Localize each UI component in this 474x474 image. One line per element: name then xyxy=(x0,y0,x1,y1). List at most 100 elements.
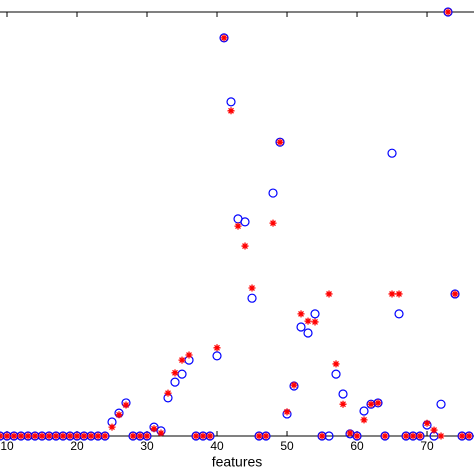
star-point xyxy=(129,432,137,440)
star-point xyxy=(290,381,298,389)
circle-point xyxy=(317,431,327,441)
star-point xyxy=(360,416,368,424)
circle-point xyxy=(240,217,250,227)
star-point xyxy=(437,432,445,440)
star-point xyxy=(10,432,18,440)
x-tick-label: 50 xyxy=(280,439,294,453)
x-tick-label: 40 xyxy=(210,439,224,453)
star-point xyxy=(192,432,200,440)
circle-point xyxy=(338,389,348,399)
star-point xyxy=(185,351,193,359)
circle-point xyxy=(387,148,397,158)
star-point xyxy=(304,317,312,325)
star-point xyxy=(136,432,144,440)
star-point xyxy=(220,34,228,42)
circle-point xyxy=(352,431,362,441)
circle-point xyxy=(219,33,229,43)
star-point xyxy=(262,432,270,440)
circle-point xyxy=(275,137,285,147)
circle-point xyxy=(436,399,446,409)
x-axis-label: features xyxy=(212,454,263,470)
star-point xyxy=(206,432,214,440)
star-point xyxy=(276,138,284,146)
star-point xyxy=(283,408,291,416)
star-point xyxy=(17,432,25,440)
circle-point xyxy=(443,7,453,17)
circle-point xyxy=(394,309,404,319)
star-point xyxy=(24,432,32,440)
star-point xyxy=(381,432,389,440)
star-point xyxy=(374,399,382,407)
star-point xyxy=(346,429,354,437)
star-point xyxy=(388,290,396,298)
circle-point xyxy=(450,289,460,299)
star-point xyxy=(402,432,410,440)
star-point xyxy=(157,429,165,437)
circle-point xyxy=(268,188,278,198)
star-point xyxy=(108,423,116,431)
circle-point xyxy=(366,399,376,409)
star-point xyxy=(66,432,74,440)
star-point xyxy=(458,432,466,440)
star-point xyxy=(94,432,102,440)
circle-point xyxy=(226,97,236,107)
star-point xyxy=(31,432,39,440)
circle-point xyxy=(296,322,306,332)
circle-point xyxy=(310,309,320,319)
star-point xyxy=(178,356,186,364)
star-point xyxy=(353,432,361,440)
star-point xyxy=(318,432,326,440)
star-point xyxy=(143,432,151,440)
x-tick-label: 30 xyxy=(140,439,154,453)
star-point xyxy=(87,432,95,440)
star-point xyxy=(444,8,452,16)
x-tick-label: 10 xyxy=(0,439,14,453)
star-point xyxy=(59,432,67,440)
x-tick-label: 20 xyxy=(70,439,84,453)
star-point xyxy=(430,426,438,434)
star-point xyxy=(115,411,123,419)
star-point xyxy=(171,369,179,377)
star-point xyxy=(409,432,417,440)
star-point xyxy=(451,290,459,298)
circle-point xyxy=(212,351,222,361)
x-tick-label: 70 xyxy=(420,439,434,453)
star-point xyxy=(332,360,340,368)
circle-point xyxy=(359,406,369,416)
star-point xyxy=(227,107,235,115)
star-point xyxy=(199,432,207,440)
star-point xyxy=(101,432,109,440)
star-point xyxy=(73,432,81,440)
star-point xyxy=(150,425,158,433)
x-tick-label: 60 xyxy=(350,439,364,453)
star-point xyxy=(325,290,333,298)
star-point xyxy=(3,432,11,440)
star-point xyxy=(255,432,263,440)
star-point xyxy=(38,432,46,440)
star-point xyxy=(395,290,403,298)
star-point xyxy=(234,222,242,230)
star-point xyxy=(269,219,277,227)
star-point xyxy=(367,400,375,408)
star-point xyxy=(311,318,319,326)
circle-point xyxy=(331,369,341,379)
circle-point xyxy=(303,328,313,338)
circle-point xyxy=(170,377,180,387)
circle-point xyxy=(247,293,257,303)
star-point xyxy=(122,401,130,409)
star-point xyxy=(416,432,424,440)
star-point xyxy=(52,432,60,440)
star-point xyxy=(297,310,305,318)
star-point xyxy=(241,242,249,250)
star-point xyxy=(80,432,88,440)
circle-point xyxy=(177,369,187,379)
star-point xyxy=(213,344,221,352)
star-point xyxy=(465,432,473,440)
star-point xyxy=(45,432,53,440)
star-point xyxy=(423,419,431,427)
circle-point xyxy=(380,431,390,441)
star-point xyxy=(339,400,347,408)
star-point xyxy=(248,284,256,292)
star-point xyxy=(164,389,172,397)
